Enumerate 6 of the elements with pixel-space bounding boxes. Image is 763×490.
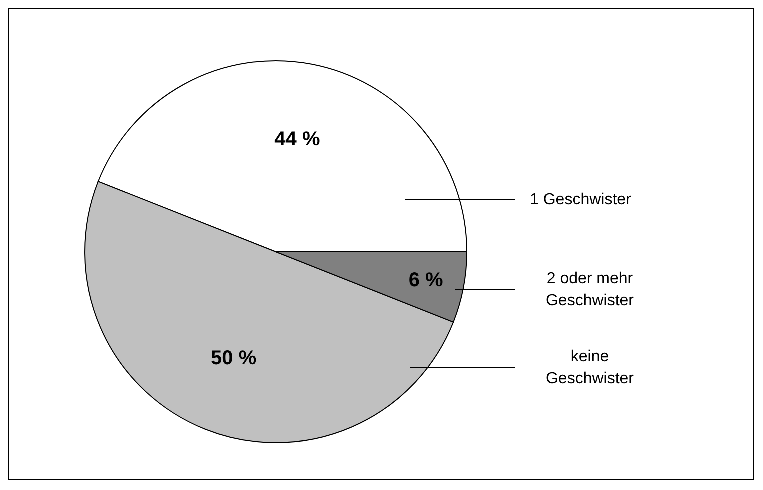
slice-label: 1 Geschwister (530, 192, 632, 208)
legend-label: 2 oder mehr Geschwister (546, 270, 635, 310)
slice-label: keine Geschwister (546, 348, 635, 388)
data-label: 6 % (408, 270, 444, 292)
data-label: 44 % (274, 128, 320, 150)
data-label: 50 % (211, 348, 257, 370)
